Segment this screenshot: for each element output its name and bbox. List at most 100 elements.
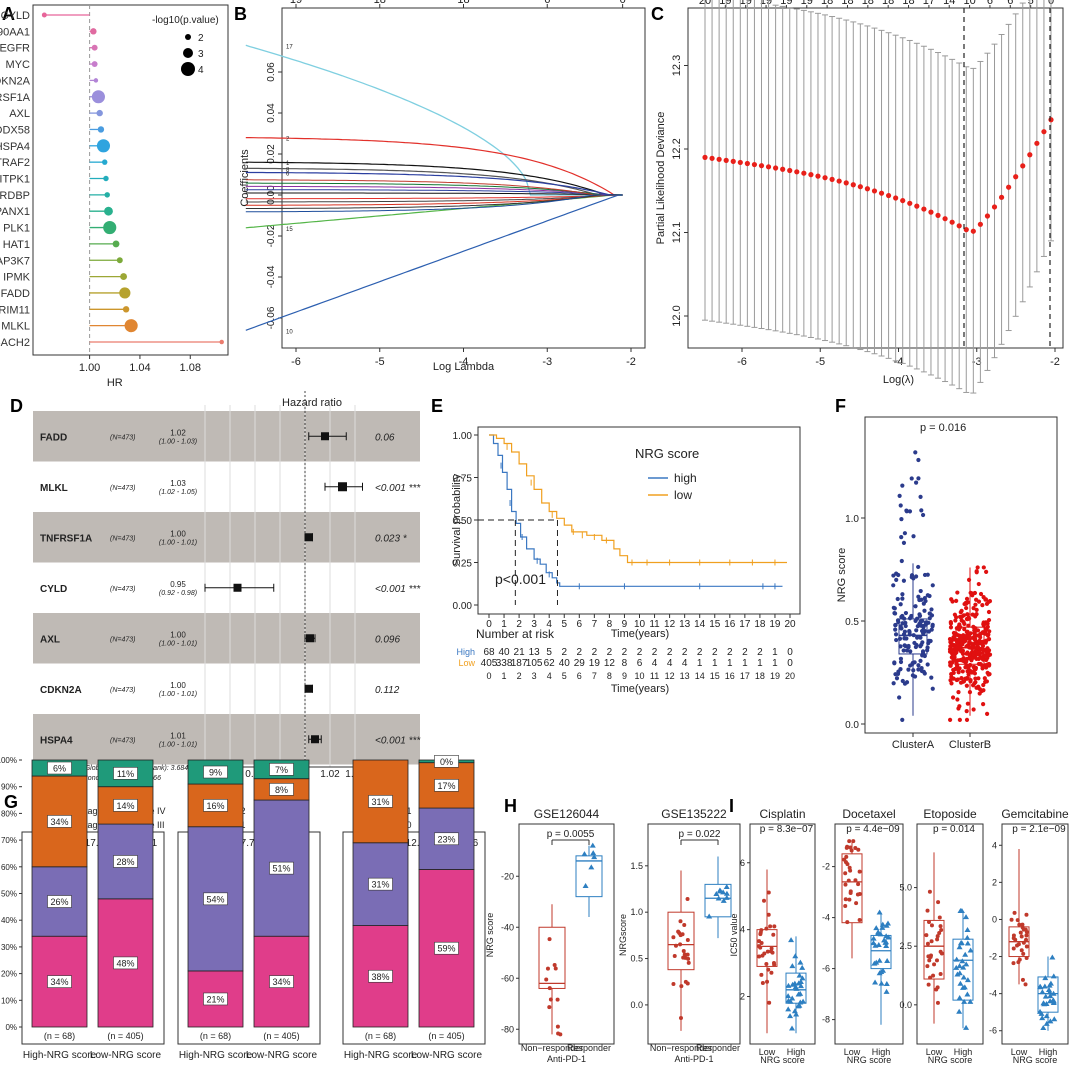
data-point	[913, 480, 919, 485]
box-subpanel: GSE135222 0.0 0.5 1.0 1.5 NRGscore p = 0.022 No…	[618, 807, 741, 1064]
deviance-point	[843, 180, 849, 186]
deviance-point	[1006, 184, 1012, 190]
box	[704, 883, 732, 918]
group-count: (n = 68)	[44, 1031, 75, 1041]
data-point	[956, 944, 963, 950]
gene-label: DDX58	[0, 124, 30, 136]
data-point	[1047, 993, 1054, 999]
risk-row-label: High	[456, 647, 475, 657]
y-tick-label: 10%	[1, 996, 17, 1005]
p-value: 0.023 *	[375, 533, 408, 544]
risk-count: 1	[742, 658, 748, 669]
panel-label: A	[2, 4, 15, 24]
data-point	[961, 639, 967, 644]
y-tick-label: 5.0	[899, 883, 912, 893]
data-point	[897, 695, 902, 700]
data-point	[894, 676, 900, 681]
data-point	[947, 717, 953, 722]
segment-label-box	[368, 795, 393, 808]
y-tick-label: -80	[501, 1024, 514, 1034]
data-point	[679, 984, 684, 989]
panel-c: -6-5-4-3-212.012.112.212.312.42019191919…	[655, 0, 1064, 394]
segment-label: 34%	[50, 817, 68, 827]
data-point	[911, 534, 916, 539]
data-point	[1016, 942, 1021, 947]
data-point	[964, 717, 970, 722]
y-tick-label: 0.0	[630, 1000, 643, 1010]
risk-count: 2	[637, 647, 643, 658]
ci-value: (1.00 - 1.01)	[159, 741, 197, 748]
lollipop-point	[104, 192, 110, 198]
data-point	[954, 971, 961, 977]
data-point	[876, 957, 883, 963]
data-point	[682, 952, 687, 957]
data-point	[971, 605, 976, 611]
data-point	[758, 930, 763, 935]
deviance-point	[991, 204, 998, 210]
deviance-point	[716, 156, 722, 162]
data-point	[966, 577, 972, 582]
x-tick-label: 11	[650, 671, 659, 681]
data-point	[900, 483, 905, 488]
y-axis-label: NRGscore	[618, 914, 628, 956]
data-point	[980, 603, 985, 608]
data-point	[906, 667, 911, 672]
risk-count: 1	[727, 658, 733, 669]
p-value: <0.001 ***	[375, 483, 421, 494]
data-point	[1050, 997, 1057, 1003]
x-tick-label: 10	[634, 619, 646, 630]
group-count: (n = 68)	[365, 1031, 396, 1041]
data-point	[900, 592, 905, 597]
coefficient-path	[245, 192, 623, 196]
data-point	[892, 661, 897, 666]
data-point	[924, 933, 929, 938]
panel-e: 0.000.250.500.751.000 1 2 3 4 5 6 7 8 9 10 11 12 13 14…	[451, 426, 801, 695]
data-point	[930, 686, 935, 691]
data-point	[937, 931, 942, 936]
data-point	[1011, 961, 1016, 966]
x-tick-label: 2	[517, 671, 522, 681]
data-point	[964, 683, 969, 688]
data-point	[1037, 1008, 1044, 1014]
y-tick-label: 12.2	[671, 138, 683, 159]
data-point	[899, 626, 904, 631]
subpanel-title: Docetaxel	[842, 807, 895, 821]
data-point	[969, 641, 974, 646]
x-tick-label: 11	[649, 619, 660, 630]
data-point	[986, 599, 991, 604]
group-count: (n = 68)	[200, 1031, 231, 1041]
lollipop-point	[101, 159, 108, 165]
panel-h: GSE126044 -80 -60 -40 -20 NRG score p = 0.0055…	[485, 807, 741, 1064]
legend-size-label: 2	[198, 33, 204, 44]
data-point	[956, 1008, 963, 1014]
data-point	[878, 980, 885, 986]
hr-marker	[304, 533, 313, 542]
x-tick-label: Responder	[696, 1043, 740, 1053]
x-tick-label: -6	[737, 356, 747, 368]
deviance-point	[942, 216, 948, 222]
x-tick-label: 1.04	[129, 362, 150, 374]
data-point	[983, 640, 988, 645]
x-tick-label: 19	[770, 671, 780, 681]
y-tick-label: -6	[989, 1026, 997, 1036]
risk-count: 19	[589, 658, 601, 669]
data-point	[1020, 922, 1025, 927]
data-point	[950, 695, 956, 700]
segment-label: 34%	[50, 977, 68, 987]
y-tick-label: 4	[740, 925, 745, 935]
data-point	[986, 617, 992, 623]
x-tick-label: 20	[784, 619, 796, 630]
data-point	[760, 953, 765, 958]
deviance-point	[970, 228, 976, 234]
data-point	[928, 955, 933, 960]
km-curve	[489, 434, 787, 564]
data-point	[962, 951, 969, 957]
data-point	[973, 636, 978, 642]
lollipop-point	[119, 287, 131, 299]
gene-label: EGFR	[0, 43, 30, 55]
data-point	[872, 979, 879, 985]
data-point	[949, 681, 954, 686]
y-axis-label: Survival probability	[451, 473, 463, 566]
segment-label-box	[434, 755, 459, 768]
